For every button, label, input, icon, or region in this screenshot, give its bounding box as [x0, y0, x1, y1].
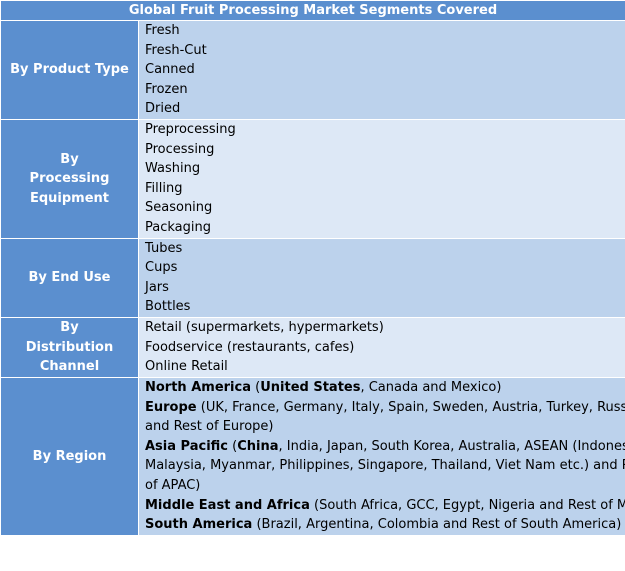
list-item: Packaging	[145, 219, 211, 235]
list-item: Cups	[145, 260, 178, 276]
segment-row-processing-equipment: By Processing Equipment Preprocessing Pr…	[0, 118, 625, 239]
region-countries: (UK, France, Germany, Italy, Spain, Swed…	[196, 399, 625, 415]
region-name: North America	[145, 380, 251, 396]
segment-label-processing-equipment: By Processing Equipment	[0, 118, 139, 239]
region-europe: Europe (UK, France, Germany, Italy, Spai…	[145, 398, 625, 418]
list-item: Preprocessing	[145, 121, 236, 137]
list-item: Foodservice (restaurants, cafes)	[145, 339, 355, 355]
list-item: Dried	[145, 101, 181, 117]
region-north-america: North America (United States, Canada and…	[145, 378, 625, 397]
region-countries: (Brazil, Argentina, Colombia and Rest of…	[252, 517, 622, 533]
list-item: Processing	[145, 141, 215, 157]
segment-items-product-type: Fresh Fresh-Cut Canned Frozen Dried	[137, 20, 625, 120]
region-europe-continued: and Rest of Europe)	[145, 419, 274, 435]
list-item: Online Retail	[145, 359, 228, 375]
table-title: Global Fruit Processing Market Segments …	[0, 0, 625, 21]
segment-label-end-use: By End Use	[0, 237, 139, 318]
region-asia-pacific-continued: Malaysia, Myanmar, Philippines, Singapor…	[145, 458, 625, 474]
region-name: South America	[145, 517, 253, 533]
segments-table: Global Fruit Processing Market Segments …	[0, 0, 625, 536]
segment-items-distribution-channel: Retail (supermarkets, hypermarkets) Food…	[137, 316, 625, 378]
segment-items-region: North America (United States, Canada and…	[137, 376, 625, 536]
region-paren-open: (	[228, 438, 238, 454]
list-item: Frozen	[145, 81, 188, 97]
region-lead-country: United States	[260, 380, 361, 396]
region-lead-country: China	[237, 438, 279, 454]
segment-items-end-use: Tubes Cups Jars Bottles	[137, 237, 625, 318]
segment-row-region: By Region North America (United States, …	[0, 376, 625, 536]
segment-label-region: By Region	[0, 376, 139, 536]
list-item: Retail (supermarkets, hypermarkets)	[145, 320, 384, 336]
list-item: Jars	[145, 279, 169, 295]
list-item: Fresh	[145, 23, 180, 38]
title-row: Global Fruit Processing Market Segments …	[0, 0, 625, 21]
list-item: Filling	[145, 180, 183, 196]
list-item: Seasoning	[145, 200, 213, 216]
region-countries: (South Africa, GCC, Egypt, Nigeria and R…	[309, 497, 625, 513]
segment-row-end-use: By End Use Tubes Cups Jars Bottles	[0, 237, 625, 318]
segment-row-distribution-channel: By Distribution Channel Retail (supermar…	[0, 316, 625, 378]
segment-row-product-type: By Product Type Fresh Fresh-Cut Canned F…	[0, 20, 625, 120]
segment-items-processing-equipment: Preprocessing Processing Washing Filling…	[137, 118, 625, 239]
list-item: Bottles	[145, 299, 191, 315]
list-item: Canned	[145, 62, 195, 78]
region-name: Europe	[145, 399, 197, 415]
region-name: Middle East and Africa	[145, 497, 310, 513]
list-item: Fresh-Cut	[145, 42, 207, 58]
segment-label-product-type: By Product Type	[0, 20, 139, 120]
region-name: Asia Pacific	[145, 438, 229, 454]
region-south-america: South America (Brazil, Argentina, Colomb…	[145, 515, 625, 534]
list-item: Tubes	[145, 240, 183, 256]
region-countries: , Canada and Mexico)	[360, 380, 502, 396]
region-asia-pacific-continued: of APAC)	[145, 478, 201, 493]
list-item: Washing	[145, 161, 201, 177]
region-middle-east-africa: Middle East and Africa (South Africa, GC…	[145, 496, 625, 516]
region-countries: , India, Japan, South Korea, Australia, …	[278, 438, 625, 454]
segment-label-distribution-channel: By Distribution Channel	[0, 316, 139, 378]
region-asia-pacific: Asia Pacific (China, India, Japan, South…	[145, 437, 625, 457]
region-paren-open: (	[251, 380, 261, 396]
